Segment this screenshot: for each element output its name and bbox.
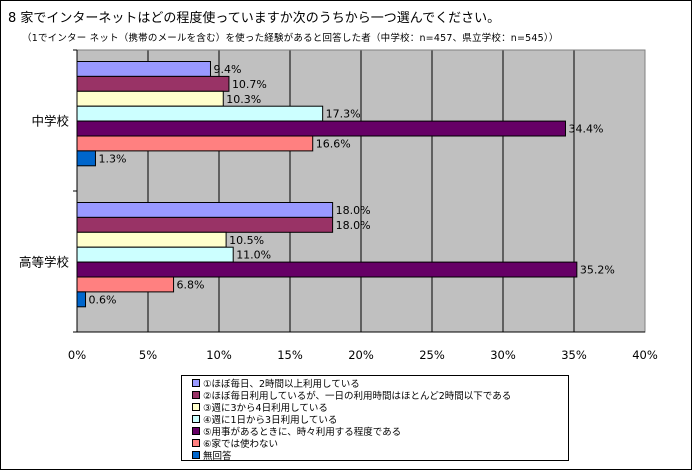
data-label: 11.0% bbox=[236, 249, 271, 262]
legend-label: ①ほぼ毎日、2時間以上利用している bbox=[203, 379, 360, 390]
bar bbox=[76, 246, 234, 263]
x-tick-label: 5% bbox=[139, 348, 157, 362]
x-tick-label: 10% bbox=[206, 348, 232, 362]
bar bbox=[76, 231, 227, 248]
data-label: 10.5% bbox=[229, 234, 264, 247]
data-label: 1.3% bbox=[98, 152, 126, 165]
legend-item: 無回答 bbox=[192, 449, 568, 462]
data-label: 34.4% bbox=[568, 123, 603, 136]
x-tick-label: 20% bbox=[348, 348, 374, 362]
bar bbox=[76, 276, 175, 293]
legend-item: ③週に3から4日利用している bbox=[192, 401, 568, 414]
legend-label: ②ほぼ毎日利用しているが、一日の利用時間はほとんど2時間以下である bbox=[203, 391, 512, 402]
chart-title: 8 家でインターネットはどの程度使っていますか次のうちから一つ選んでください。 bbox=[8, 11, 501, 26]
legend: ①ほぼ毎日、2時間以上利用している ②ほぼ毎日利用しているが、一日の利用時間はほと… bbox=[181, 375, 569, 462]
legend-item: ①ほぼ毎日、2時間以上利用している bbox=[192, 377, 568, 390]
legend-swatch bbox=[192, 427, 200, 435]
legend-label: ④週に1日から3日利用している bbox=[203, 415, 338, 426]
legend-item: ④週に1日から3日利用している bbox=[192, 413, 568, 426]
bar bbox=[76, 90, 224, 107]
legend-item: ⑤用事があるときに、時々利用する程度である bbox=[192, 425, 568, 438]
legend-swatch bbox=[192, 403, 200, 411]
bar bbox=[76, 135, 314, 152]
bar bbox=[76, 105, 324, 122]
legend-swatch bbox=[192, 451, 200, 459]
data-label: 35.2% bbox=[580, 264, 615, 277]
category-label: 高等学校 bbox=[19, 255, 70, 270]
legend-label: ⑤用事があるときに、時々利用する程度である bbox=[203, 427, 402, 438]
data-label: 17.3% bbox=[326, 108, 361, 121]
bar bbox=[76, 202, 334, 218]
legend-swatch bbox=[192, 379, 200, 387]
legend-label: 無回答 bbox=[203, 451, 232, 462]
bar bbox=[76, 75, 230, 92]
bar bbox=[76, 61, 211, 77]
data-label: 0.6% bbox=[89, 293, 117, 306]
x-tick-label: 30% bbox=[490, 348, 516, 362]
x-tick-label: 25% bbox=[419, 348, 445, 362]
data-label: 10.7% bbox=[232, 78, 267, 91]
bar bbox=[76, 216, 334, 233]
data-label: 6.8% bbox=[177, 278, 205, 291]
bar bbox=[76, 150, 96, 167]
chart-subtitle: （1でインター ネット（携帯のメールを含む）を使った経験があると回答した者（中学… bbox=[22, 33, 559, 44]
x-tick-label: 15% bbox=[277, 348, 303, 362]
data-label: 16.6% bbox=[316, 137, 351, 150]
legend-swatch bbox=[192, 439, 200, 447]
legend-label: ③週に3から4日利用している bbox=[203, 403, 328, 414]
legend-item: ②ほぼ毎日利用しているが、一日の利用時間はほとんど2時間以下である bbox=[192, 389, 568, 402]
legend-swatch bbox=[192, 415, 200, 423]
bar bbox=[76, 120, 566, 137]
legend-label: ⑥家では使わない bbox=[203, 439, 279, 450]
x-tick-label: 0% bbox=[68, 348, 86, 362]
bar bbox=[76, 291, 87, 308]
x-tick-label: 35% bbox=[561, 348, 587, 362]
legend-item: ⑥家では使わない bbox=[192, 437, 568, 450]
bar bbox=[76, 261, 578, 278]
data-label: 18.0% bbox=[336, 204, 371, 217]
data-label: 18.0% bbox=[336, 219, 371, 232]
category-label: 中学校 bbox=[31, 114, 69, 129]
data-label: 9.4% bbox=[213, 63, 241, 76]
data-label: 10.3% bbox=[226, 93, 261, 106]
legend-swatch bbox=[192, 391, 200, 399]
x-tick-label: 40% bbox=[632, 348, 658, 362]
